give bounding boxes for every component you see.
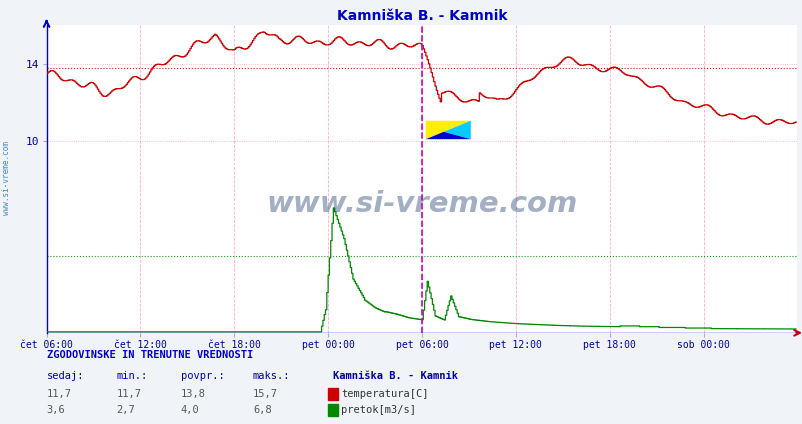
Text: www.si-vreme.com: www.si-vreme.com bbox=[266, 190, 577, 218]
Text: maks.:: maks.: bbox=[253, 371, 290, 382]
Text: sedaj:: sedaj: bbox=[47, 371, 84, 382]
Text: 15,7: 15,7 bbox=[253, 389, 277, 399]
Text: 11,7: 11,7 bbox=[47, 389, 71, 399]
Text: 4,0: 4,0 bbox=[180, 405, 199, 416]
Text: 2,7: 2,7 bbox=[116, 405, 135, 416]
Text: 6,8: 6,8 bbox=[253, 405, 271, 416]
Title: Kamniška B. - Kamnik: Kamniška B. - Kamnik bbox=[336, 9, 507, 23]
Text: temperatura[C]: temperatura[C] bbox=[341, 389, 428, 399]
Text: 3,6: 3,6 bbox=[47, 405, 65, 416]
Polygon shape bbox=[425, 121, 470, 139]
Text: 11,7: 11,7 bbox=[116, 389, 141, 399]
Text: povpr.:: povpr.: bbox=[180, 371, 224, 382]
Polygon shape bbox=[444, 121, 470, 139]
Text: pretok[m3/s]: pretok[m3/s] bbox=[341, 405, 415, 416]
Text: min.:: min.: bbox=[116, 371, 148, 382]
Text: Kamniška B. - Kamnik: Kamniška B. - Kamnik bbox=[333, 371, 458, 382]
Text: www.si-vreme.com: www.si-vreme.com bbox=[2, 141, 11, 215]
Text: 13,8: 13,8 bbox=[180, 389, 205, 399]
Polygon shape bbox=[425, 132, 470, 139]
Text: ZGODOVINSKE IN TRENUTNE VREDNOSTI: ZGODOVINSKE IN TRENUTNE VREDNOSTI bbox=[47, 350, 253, 360]
